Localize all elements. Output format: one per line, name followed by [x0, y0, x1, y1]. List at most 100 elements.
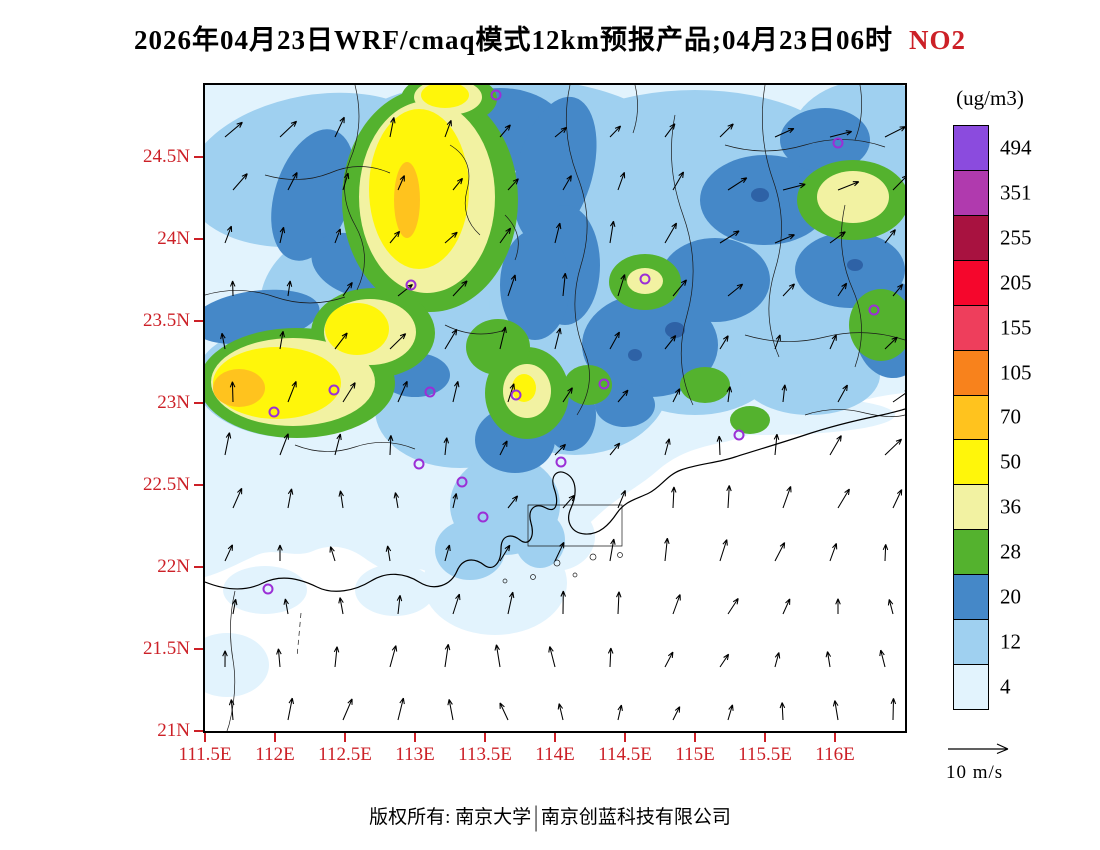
title-text: 2026年04月23日WRF/cmaq模式12km预报产品;04月23日06时 — [134, 25, 893, 55]
lon-tick-114.5E — [624, 733, 626, 742]
lon-tick-113.5E — [484, 733, 486, 742]
lat-label-24N: 24N — [157, 228, 190, 249]
colorbar-value-label: 351 — [1000, 180, 1032, 205]
colorbar-segment-351: 351 — [954, 169, 1032, 215]
lon-label-114.5E: 114.5E — [598, 744, 652, 765]
boundary-lines — [205, 85, 905, 731]
wind-scale-label: 10 m/s — [946, 762, 1004, 783]
lon-label-112E: 112E — [255, 744, 295, 765]
coastline — [205, 408, 905, 592]
station-marker — [477, 511, 489, 523]
wind-legend: 10 m/s — [946, 740, 1056, 784]
lat-tick-24N — [194, 238, 203, 240]
colorbar-segment-105: 105 — [954, 349, 1032, 395]
lon-tick-114E — [554, 733, 556, 742]
lat-label-21.5N: 21.5N — [143, 638, 190, 659]
lat-tick-22.5N — [194, 484, 203, 486]
field-level-20-dark — [628, 188, 863, 361]
lon-tick-111.5E — [204, 733, 206, 742]
footer-left: 版权所有: 南京大学 — [369, 807, 532, 828]
wind-scale-arrow-icon — [948, 743, 1009, 755]
station-marker — [832, 137, 844, 149]
station-marker — [328, 384, 340, 396]
lat-label-23.5N: 23.5N — [143, 310, 190, 331]
station-marker — [262, 583, 274, 595]
lon-label-113E: 113E — [395, 744, 435, 765]
colorbar-segment-155: 155 — [954, 304, 1032, 350]
station-marker — [733, 429, 745, 441]
colorbar-segment-70: 70 — [954, 394, 1021, 440]
station-marker — [405, 279, 417, 291]
lon-tick-112E — [274, 733, 276, 742]
page-title: 2026年04月23日WRF/cmaq模式12km预报产品;04月23日06时 N… — [0, 18, 1100, 57]
lat-tick-21.5N — [194, 648, 203, 650]
lon-label-116E: 116E — [815, 744, 855, 765]
colorbar-value-label: 70 — [1000, 404, 1021, 429]
footer-copyright: 版权所有: 南京大学 | 南京创蓝科技有限公司 — [0, 802, 1100, 834]
station-marker — [639, 273, 651, 285]
lon-label-113.5E: 113.5E — [458, 744, 512, 765]
colorbar-value-label: 4 — [1000, 674, 1011, 699]
map-canvas — [205, 85, 905, 731]
hk-inset-box — [527, 504, 623, 547]
colorbar-segment-12: 12 — [954, 619, 1021, 665]
lon-tick-113E — [414, 733, 416, 742]
lat-tick-21N — [194, 730, 203, 732]
lon-label-112.5E: 112.5E — [318, 744, 372, 765]
lat-tick-23N — [194, 402, 203, 404]
lon-label-114E: 114E — [535, 744, 575, 765]
station-marker — [413, 458, 425, 470]
colorbar-segment-4: 4 — [954, 664, 1011, 709]
colorbar-value-label: 105 — [1000, 360, 1032, 385]
colorbar-segment-28: 28 — [954, 529, 1021, 575]
lat-label-24.5N: 24.5N — [143, 146, 190, 167]
lat-tick-22N — [194, 566, 203, 568]
colorbar-segment-255: 255 — [954, 214, 1032, 260]
footer-right: 南京创蓝科技有限公司 — [540, 807, 731, 828]
station-marker — [598, 378, 610, 390]
station-marker — [555, 456, 567, 468]
colorbar-value-label: 494 — [1000, 135, 1032, 160]
lon-label-115.5E: 115.5E — [738, 744, 792, 765]
wind-arrows-layer — [220, 116, 905, 721]
lon-label-115E: 115E — [675, 744, 715, 765]
lat-label-23N: 23N — [157, 392, 190, 413]
field-level-70 — [213, 162, 420, 407]
station-marker — [490, 89, 502, 101]
colorbar-unit: (ug/m3) — [956, 86, 1024, 110]
footer-separator: | — [534, 801, 538, 834]
colorbar-segment-205: 205 — [954, 259, 1032, 305]
colorbar-segment-36: 36 — [954, 484, 1021, 530]
colorbar-segment-494: 494 — [954, 126, 1032, 170]
map-plot — [203, 83, 907, 733]
colorbar-value-label: 205 — [1000, 270, 1032, 295]
lat-label-21N: 21N — [157, 720, 190, 741]
colorbar-value-label: 20 — [1000, 584, 1021, 609]
colorbar-value-label: 155 — [1000, 315, 1032, 340]
lat-tick-24.5N — [194, 156, 203, 158]
lon-label-111.5E: 111.5E — [178, 744, 232, 765]
station-marker — [268, 406, 280, 418]
lon-tick-112.5E — [344, 733, 346, 742]
station-markers-layer — [262, 89, 880, 595]
lon-tick-115.5E — [764, 733, 766, 742]
station-marker — [510, 389, 522, 401]
colorbar-segment-50: 50 — [954, 439, 1021, 485]
colorbar-value-label: 12 — [1000, 629, 1021, 654]
lon-tick-116E — [834, 733, 836, 742]
lon-tick-115E — [694, 733, 696, 742]
lat-label-22N: 22N — [157, 556, 190, 577]
colorbar-value-label: 36 — [1000, 494, 1021, 519]
wind-arrows — [220, 116, 905, 721]
concentration-field — [205, 85, 905, 697]
colorbar-value-label: 255 — [1000, 225, 1032, 250]
lat-label-22.5N: 22.5N — [143, 474, 190, 495]
colorbar: 494 351 255 205 155 105 70 50 36 28 20 12 4 — [953, 125, 1032, 710]
station-marker — [456, 476, 468, 488]
colorbar-segment-20: 20 — [954, 574, 1021, 620]
lat-tick-23.5N — [194, 320, 203, 322]
station-marker — [424, 386, 436, 398]
station-marker — [868, 304, 880, 316]
colorbar-value-label: 50 — [1000, 449, 1021, 474]
